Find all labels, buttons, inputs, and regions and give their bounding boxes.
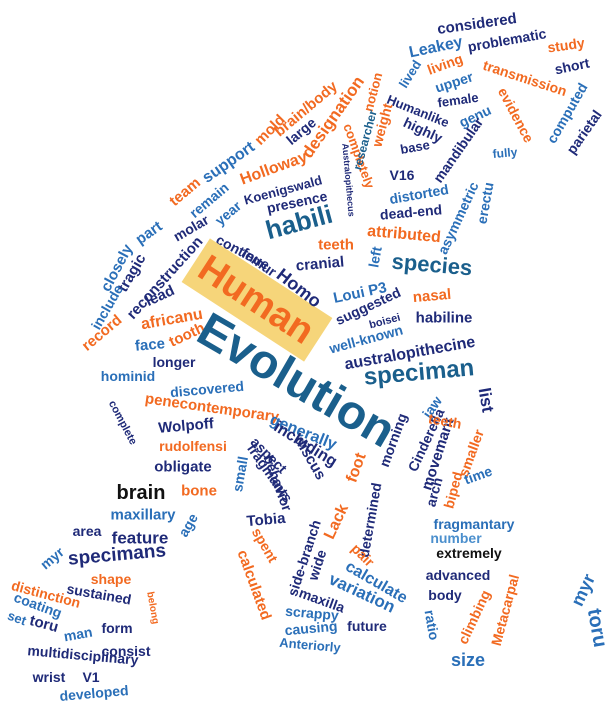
word-spent: spent [248,524,282,566]
word-nasal: nasal [412,285,452,307]
word-maxillary: maxillary [110,506,176,524]
word-part: part [132,217,166,249]
word-developed: developed [58,682,130,704]
word-lived: lived [395,57,425,91]
word-metacarpal: Metacarpal [487,572,523,648]
word-anteriorly: Anteriorly [278,634,342,656]
word-rudolfensi: rudolfensi [159,438,227,454]
word-v16: V16 [389,167,415,183]
word-consist: consist [101,643,151,659]
word-body: body [428,587,462,603]
word-species: species [390,248,474,281]
word-ratio: ratio [421,608,443,642]
word-longer: longer [152,354,196,370]
word-shape: shape [90,571,132,587]
word-age: age [175,510,201,540]
word-cranial: cranial [295,253,345,275]
word-causing: causing [283,617,339,639]
word-biped: biped [440,469,466,511]
word-dead-end: dead-end [379,201,443,223]
word-future: future [347,618,387,634]
word-study: study [546,34,586,56]
word-obligate: obligate [154,458,212,476]
word-wolpoff: Wolpoff [157,415,215,437]
word-size: size [450,650,486,670]
word-extremely: extremely [436,545,502,561]
word-lack: Lack [321,501,352,542]
word-toru: toru [582,606,606,650]
word-teeth: teeth [318,236,354,254]
word-complete: complete [105,398,140,447]
word-hominid: hominid [100,368,156,384]
word-evidence: evidence [494,84,538,146]
word-female: female [436,89,480,111]
word-v1: V1 [82,669,100,685]
word-fully: fully [492,144,518,162]
word-feature: feature [111,528,169,548]
word-form: form [101,620,133,636]
word-man: man [62,623,94,645]
word-base: base [399,137,431,157]
word-small: small [229,454,251,494]
word-belong: belong [144,590,161,626]
word-fragmantary: fragmantary [433,516,515,532]
word-habiline: habiline [415,309,473,327]
word-face: face [134,335,166,355]
word-specimans: specimans [67,540,167,570]
word-left: left [365,245,385,269]
word-advanced: advanced [425,567,491,583]
word-myr: myr [566,570,600,610]
word-bone: bone [181,482,217,500]
word-brain: brain [116,482,166,504]
word-myr: myr [37,543,67,573]
word-short: short [553,54,591,78]
word-list: list [474,386,498,414]
word-number: number [430,530,482,546]
word-tobia: Tobia [245,509,287,531]
word-wrist: wrist [32,669,66,685]
word-foot: foot [343,450,370,485]
word-set: set [5,607,29,629]
word-attributed: attributed [366,222,442,247]
word-area: area [72,523,102,539]
